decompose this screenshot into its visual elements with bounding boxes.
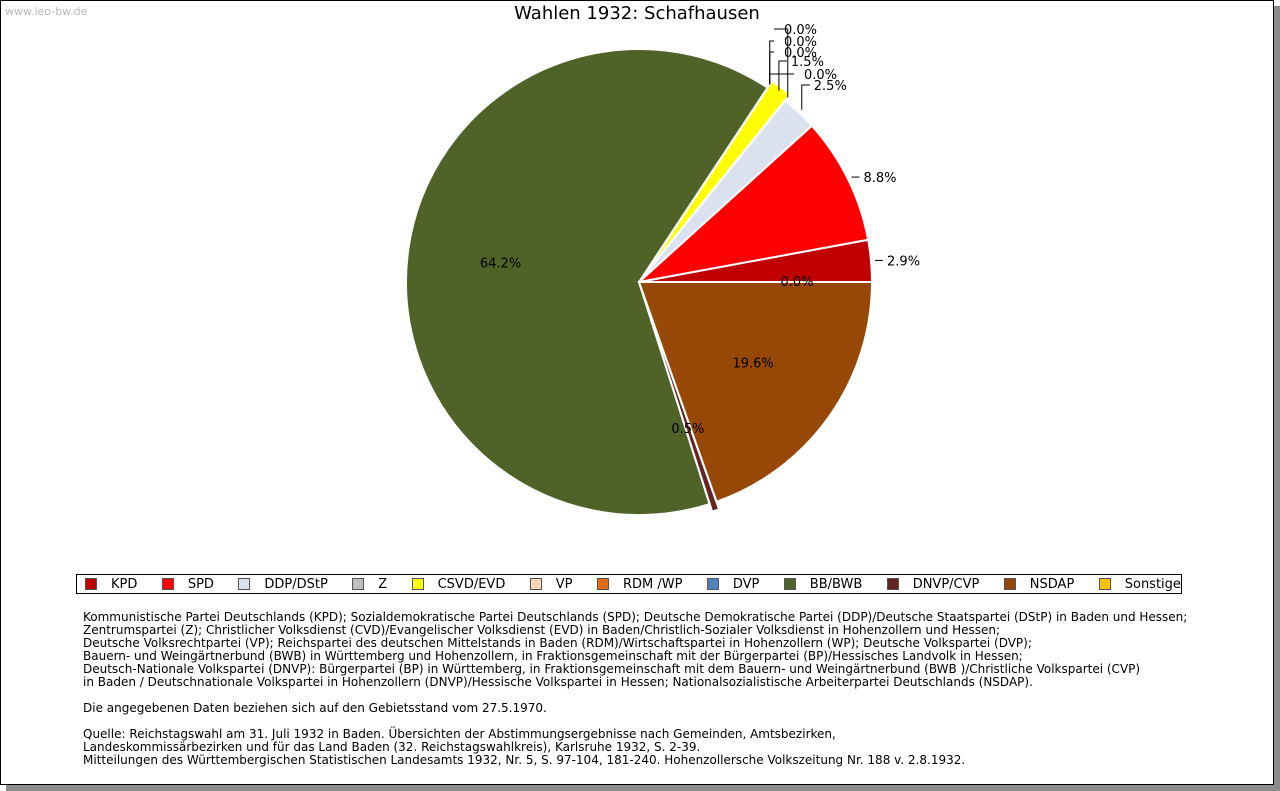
- leader-line: [769, 51, 774, 85]
- pie-slice-nsdap: [637, 281, 874, 503]
- legend-label: VP: [555, 576, 573, 592]
- pie-label: 8.8%: [864, 171, 897, 186]
- legend-item: DVP: [706, 576, 760, 592]
- leader-line: [778, 60, 787, 91]
- legend-label: CSVD/EVD: [437, 576, 506, 592]
- leader-line: [801, 84, 810, 110]
- legend-item: Z: [352, 577, 387, 592]
- legend-item: SPD: [161, 576, 214, 592]
- legend-swatch: [161, 578, 174, 590]
- pie-label: 1.5%: [791, 55, 824, 70]
- party-note-line: in Baden / Deutschnationale Volkspartei …: [83, 675, 1033, 689]
- legend-item: NSDAP: [1003, 576, 1075, 592]
- legend-swatch: [411, 578, 424, 590]
- legend-label: BB/BWB: [809, 576, 863, 592]
- source-note-line: Mitteilungen des Württembergischen Stati…: [83, 753, 966, 767]
- legend-item: DDP/DStP: [238, 576, 328, 592]
- legend-label: Sonstige: [1124, 576, 1181, 592]
- pie-label: 0.0%: [784, 35, 817, 50]
- territory-note: Die angegebenen Daten beziehen sich auf …: [83, 701, 547, 715]
- party-note-line: Kommunistische Partei Deutschlands (KPD)…: [83, 610, 1188, 624]
- legend-label: NSDAP: [1029, 576, 1075, 592]
- legend-label: KPD: [111, 576, 138, 592]
- legend-item: DNVP/CVP: [886, 576, 980, 592]
- legend-swatch: [352, 578, 365, 590]
- legend-label: SPD: [187, 576, 214, 592]
- legend-item: VP: [529, 576, 573, 592]
- legend-swatch: [596, 578, 609, 590]
- legend-item: BB/BWB: [783, 576, 863, 592]
- legend-swatch: [1098, 578, 1111, 590]
- pie-label: 0.0%: [780, 275, 813, 290]
- watermark: www.leo-bw.de: [5, 5, 88, 18]
- legend-label: DDP/DStP: [264, 576, 328, 592]
- legend-swatch: [783, 578, 796, 590]
- source-note-line: Landeskommissärbezirken und für das Land…: [83, 740, 701, 754]
- party-note-line: Zentrumspartei (Z); Christlicher Volksdi…: [83, 623, 1001, 637]
- legend: KPD SPD DDP/DStP Z CSVD/EVD VP RDM /WP DVP BB/BW…: [76, 574, 1182, 594]
- legend-label: Z: [378, 576, 388, 592]
- pie-label: 2.5%: [814, 79, 847, 94]
- pie-label: 2.9%: [887, 254, 920, 269]
- pie-label: 0.0%: [784, 46, 817, 61]
- legend-label: DNVP/CVP: [912, 576, 980, 592]
- legend-item: RDM /WP: [596, 576, 683, 592]
- leader-line: [769, 40, 774, 85]
- pie-chart: 2.9%8.8%2.5%0.0%1.5%0.0%0.0%0.0%64.2%0.5…: [405, 23, 920, 516]
- party-note-line: Deutsch-Nationale Volkspartei (DNVP): Bü…: [83, 662, 1141, 676]
- legend-item: KPD: [85, 577, 137, 592]
- pie-slice-bb-bwb: [405, 48, 769, 516]
- legend-swatch: [1003, 578, 1016, 590]
- pie-slice-csvd-evd: [642, 79, 792, 277]
- legend-swatch: [85, 578, 97, 590]
- pie-label: 64.2%: [480, 257, 521, 272]
- legend-item: CSVD/EVD: [411, 576, 506, 592]
- pie-label: 0.5%: [671, 422, 704, 437]
- party-note-line: Deutsche Volksrechtpartei (VP); Reichspa…: [83, 636, 1032, 650]
- source-note-line: Quelle: Reichstagswahl am 31. Juli 1932 …: [83, 727, 836, 741]
- legend-label: RDM /WP: [622, 576, 683, 592]
- party-note-line: Bauern- und Weingärtnerbund (BWB) in Wür…: [83, 649, 1023, 663]
- legend-swatch: [238, 578, 251, 590]
- legend-swatch: [886, 578, 899, 590]
- legend-swatch: [706, 578, 719, 590]
- pie-label: 19.6%: [732, 357, 773, 372]
- leader-line: [774, 28, 789, 98]
- pie-label: 0.0%: [804, 68, 837, 83]
- legend-item: Sonstige: [1098, 576, 1181, 592]
- notes: Kommunistische Partei Deutschlands (KPD)…: [83, 611, 1233, 767]
- leader-line: [769, 73, 794, 85]
- legend-swatch: [529, 578, 542, 590]
- legend-label: DVP: [732, 576, 760, 592]
- chart-title: Wahlen 1932: Schafhausen: [514, 3, 760, 24]
- pie-label: 0.0%: [784, 23, 817, 38]
- pie-slice-spd: [635, 124, 870, 284]
- pie-slices: [405, 48, 874, 516]
